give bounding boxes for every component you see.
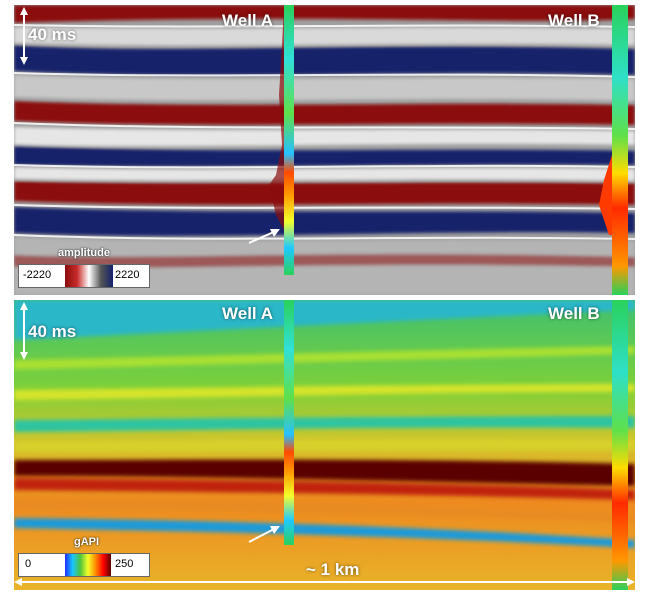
well-b-label: Well B: [548, 11, 600, 30]
marker-arrow: [248, 230, 277, 244]
gamma-colorbar-min: 0: [25, 558, 32, 570]
gamma-ray-panel: 40 ms Well A Well B ~ 1 km gAPI 0 250: [14, 300, 635, 590]
well-a-gamma-log: [284, 300, 294, 545]
well-b-log: [612, 5, 628, 295]
gamma-colorbar-gradient: [65, 554, 111, 576]
gamma-well-b-label: Well B: [548, 304, 600, 323]
well-a-log: [284, 5, 294, 275]
seismic-white-lines: [14, 24, 635, 240]
colorbar-gradient: [65, 265, 113, 287]
seismic-section: [14, 5, 635, 295]
gamma-section: [14, 300, 635, 590]
distance-label: ~ 1 km: [306, 560, 360, 579]
colorbar-min: -2220: [23, 269, 52, 281]
time-scale-label: 40 ms: [28, 25, 77, 44]
amplitude-colorbar: -2220 2220: [18, 264, 150, 288]
gamma-time-scale-label: 40 ms: [28, 322, 77, 341]
well-b-gamma-log: [612, 300, 628, 590]
gamma-colorbar-max: 250: [115, 558, 134, 570]
marker-arrowhead: [270, 229, 280, 237]
seismic-bands: [14, 5, 635, 295]
colorbar-title: amplitude: [58, 247, 110, 259]
gamma-marker-arrow: [248, 527, 277, 543]
well-a-label: Well A: [222, 11, 274, 30]
gamma-bands: [14, 300, 635, 548]
gamma-colorbar-title: gAPI: [74, 536, 100, 548]
seismic-amplitude-panel: 40 ms Well A Well B amplitude -2220 2220: [14, 5, 635, 295]
gamma-well-a-label: Well A: [222, 304, 274, 323]
gamma-colorbar: 0 250: [18, 553, 150, 577]
well-b-log-trace: [599, 155, 612, 235]
well-a-log-trace: [269, 5, 284, 230]
colorbar-max: 2220: [115, 269, 140, 281]
